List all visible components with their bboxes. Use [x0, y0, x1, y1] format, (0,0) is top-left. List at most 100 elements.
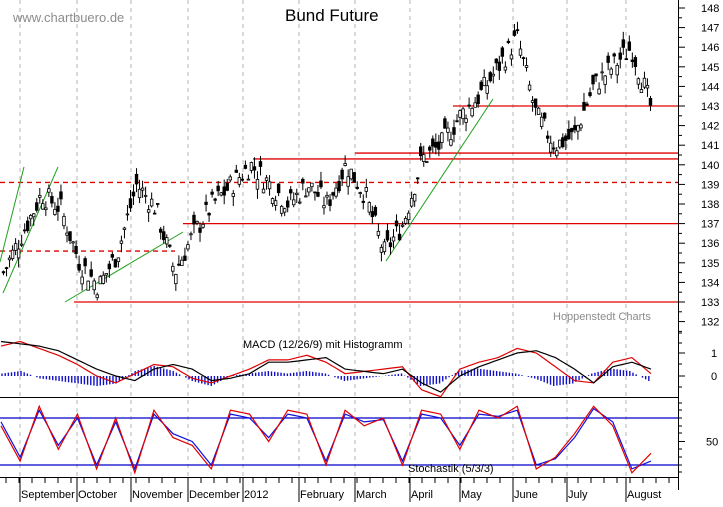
price-bar-body — [352, 172, 356, 183]
month-label: March — [356, 489, 387, 501]
watermark: www.chartbuero.de — [13, 10, 125, 25]
price-bar-body — [243, 164, 248, 169]
price-bar-body — [180, 259, 184, 267]
price-bar-body — [645, 84, 650, 89]
price-bar-body — [467, 104, 471, 107]
price-bar-body — [431, 138, 435, 147]
price-bar-body — [591, 74, 595, 85]
price-bar-body — [576, 125, 580, 132]
month-label: 2012 — [244, 489, 268, 501]
price-bar-body — [464, 118, 468, 123]
price-tick-label: 143 — [701, 101, 719, 113]
macd-tick-label: 0 — [711, 371, 717, 383]
price-bar-body — [289, 189, 293, 194]
price-bar-body — [588, 92, 592, 97]
macd-signal-line — [0, 340, 652, 398]
price-bar-body — [494, 58, 499, 64]
price-bar-body — [95, 294, 99, 299]
month-label: June — [514, 489, 538, 501]
price-bar-body — [331, 192, 335, 196]
month-label: October — [78, 489, 117, 501]
price-bar-body — [497, 61, 502, 71]
price-bar-body — [186, 244, 190, 250]
month-label: May — [461, 489, 482, 501]
price-bar-body — [152, 212, 157, 215]
price-bar-body — [65, 232, 69, 236]
price-bar-body — [270, 198, 275, 204]
price-bar-body — [189, 233, 193, 236]
price-bar-body — [276, 183, 281, 194]
price-bar-body — [174, 273, 178, 285]
price-bar-body — [222, 186, 226, 196]
price-bar-body — [204, 201, 208, 205]
price-bar-body — [304, 195, 308, 198]
price-tick-label: 135 — [701, 258, 719, 270]
price-bar-body — [77, 263, 81, 271]
price-bar-body — [282, 208, 287, 213]
price-bar-body — [107, 263, 112, 270]
price-bar-body — [258, 161, 263, 167]
price-bar-body — [56, 205, 60, 212]
price-bar-body — [530, 100, 535, 103]
price-bar-body — [545, 135, 550, 139]
month-label: December — [189, 489, 240, 501]
price-bar-body — [301, 178, 305, 184]
price-bar-body — [455, 120, 459, 123]
price-bar-body — [500, 47, 505, 57]
price-bar-body — [452, 127, 456, 135]
price-bar-body — [328, 199, 332, 206]
price-bar-body — [29, 215, 33, 220]
price-bar-body — [316, 191, 320, 197]
price-tick-label: 148 — [701, 3, 719, 15]
price-bar-body — [89, 269, 93, 277]
price-bar-body — [207, 212, 211, 216]
price-bar-body — [143, 194, 148, 197]
month-label: February — [300, 489, 345, 501]
price-bar-body — [515, 29, 520, 32]
price-bar-body — [50, 196, 54, 204]
price-bar-body — [110, 254, 115, 258]
price-tick-label: 136 — [701, 238, 719, 250]
price-bar-body — [240, 178, 245, 181]
stoch-tick-label: 50 — [706, 437, 718, 449]
price-tick-label: 142 — [701, 121, 719, 133]
price-bar-body — [648, 98, 653, 106]
price-bar-body — [264, 177, 269, 181]
price-bar-body — [119, 240, 124, 244]
price-bar-body — [488, 72, 492, 82]
month-label: April — [411, 489, 433, 501]
price-bar-body — [382, 241, 387, 253]
price-bar-body — [210, 191, 214, 195]
price-bar-body — [343, 163, 347, 166]
price-bar-body — [473, 102, 477, 108]
price-bar-body — [83, 258, 87, 267]
price-bar-body — [183, 255, 187, 261]
price-bar-body — [555, 150, 559, 157]
price-bar-body — [137, 188, 142, 199]
price-bar-body — [422, 154, 426, 162]
price-bar-body — [615, 65, 619, 76]
chart-title: Bund Future — [285, 6, 379, 25]
price-tick-label: 134 — [701, 277, 719, 289]
price-bar-body — [609, 68, 613, 75]
price-bar-body — [41, 203, 45, 210]
price-bar-body — [364, 187, 369, 192]
price-bar-body — [307, 187, 311, 193]
price-bar-body — [122, 227, 127, 230]
price-bar-body — [22, 229, 27, 232]
price-bar-body — [149, 198, 154, 207]
price-bar-body — [13, 243, 18, 251]
price-bar-body — [585, 103, 589, 106]
price-bar-body — [397, 233, 402, 241]
price-bar-body — [213, 198, 217, 201]
price-bar-body — [159, 228, 163, 233]
price-bar-body — [35, 202, 39, 211]
stochastic-panel-label: Stochastik (5/3/3) — [408, 463, 494, 475]
price-bar-body — [573, 125, 577, 131]
price-bar-body — [325, 194, 329, 198]
price-bar-body — [16, 248, 21, 259]
price-bar-body — [292, 199, 296, 206]
price-bar-body — [603, 75, 607, 85]
